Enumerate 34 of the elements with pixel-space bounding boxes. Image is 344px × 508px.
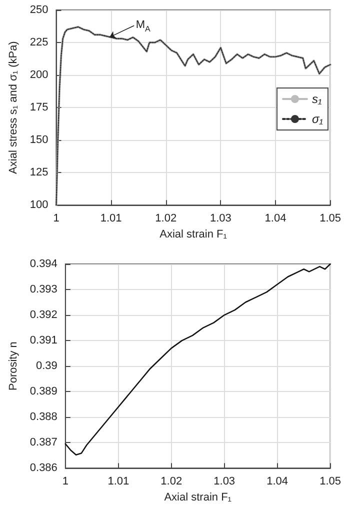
legend-label: s₁ [312,92,322,106]
x-tick-label: 1.04 [266,476,288,488]
y-tick-label: 0.387 [30,436,58,449]
y-tick-label: 125 [30,166,48,179]
x-tick-label: 1.02 [160,476,182,488]
x-tick-label: 1.01 [100,212,122,225]
y-tick-label: 200 [30,69,48,82]
x-axis-title: Axial strain F₁ [164,492,232,504]
y-tick-label: 150 [30,134,48,146]
y-tick-label: 0.394 [30,258,58,270]
y-tick-label: 225 [30,36,48,49]
legend-label: σ₁ [312,112,324,126]
y-tick-label: 0.393 [30,284,58,296]
y-tick-label: 0.389 [30,386,58,398]
y-tick-label: 0.386 [30,462,58,474]
x-tick-label: 1.02 [155,212,177,225]
y-axis-title: Porosity n [8,342,20,391]
x-tick-label: 1 [53,212,60,225]
y-axis-title: Axial stress s₁ and σ₁ (kPa) [8,41,20,174]
x-tick-label: 1 [62,476,68,488]
y-tick-label: 0.388 [30,411,58,424]
y-tick-label: 0.392 [30,309,58,322]
x-tick-label: 1.05 [320,476,342,488]
x-axis-title: Axial strain F₁ [160,228,228,240]
y-tick-label: 0.391 [30,334,58,347]
x-tick-label: 1.04 [264,212,286,225]
x-tick-label: 1.03 [210,212,232,225]
y-tick-label: 100 [30,199,48,212]
x-tick-label: 1.05 [320,212,342,225]
x-tick-label: 1.01 [108,476,130,488]
y-tick-label: 175 [30,102,48,114]
y-tick-label: 250 [30,4,48,16]
y-tick-label: 0.39 [36,360,58,372]
x-tick-label: 1.03 [214,476,236,488]
